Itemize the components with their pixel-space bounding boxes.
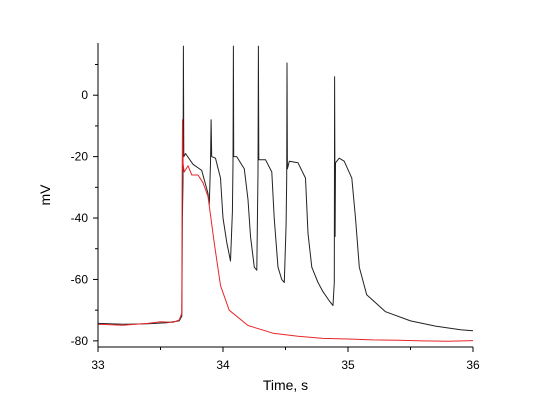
- x-tick-label: 36: [466, 358, 480, 372]
- y-tick-label: -80: [71, 334, 89, 348]
- x-ticks: 33 34 35 36: [91, 347, 480, 372]
- series-lines: [97, 45, 474, 342]
- y-tick-label: -20: [71, 150, 89, 164]
- x-tick-label: 35: [341, 358, 355, 372]
- y-axis-title: mV: [37, 184, 53, 206]
- x-axis-title: Time, s: [263, 377, 308, 393]
- x-tick-label: 33: [91, 358, 105, 372]
- plot-area: [97, 45, 474, 342]
- series-line-2: [97, 119, 474, 342]
- y-tick-label: -40: [71, 211, 89, 225]
- x-tick-label: 34: [216, 358, 230, 372]
- y-tick-label: 0: [81, 88, 88, 102]
- y-tick-label: -60: [71, 272, 89, 286]
- y-ticks: -80 -60 -40 -20 0: [71, 63, 98, 348]
- series-line-1: [97, 45, 474, 332]
